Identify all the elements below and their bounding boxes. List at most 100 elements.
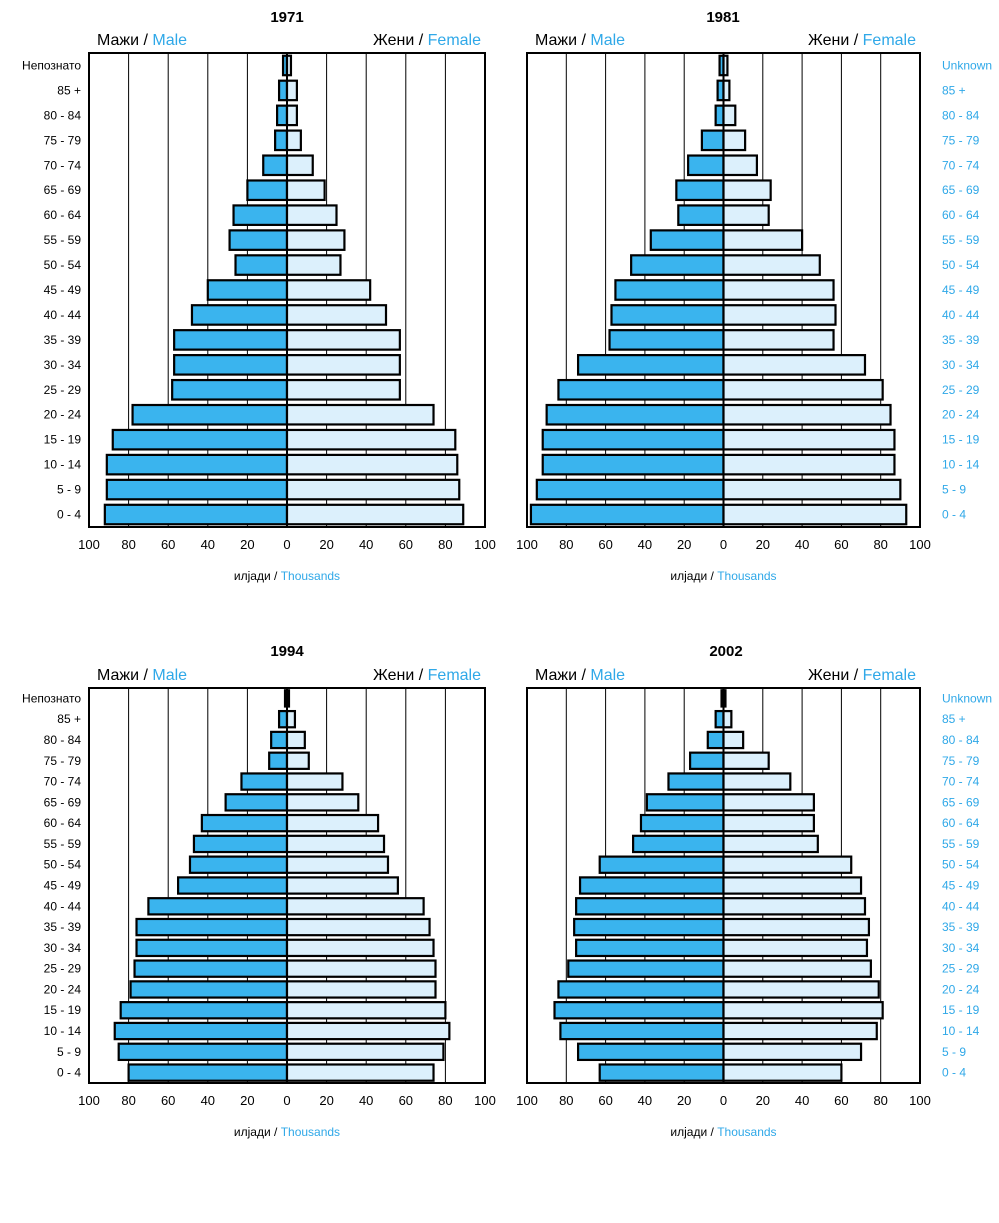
bar-male [177,876,289,895]
bar-male [649,229,725,251]
bar-male [206,279,289,301]
bar-male [133,959,289,978]
bar-female [285,1001,447,1020]
age-group-label: 30 - 34 [44,941,82,955]
bar-male [535,478,725,501]
bar-male [228,229,289,251]
bar-male [262,154,289,177]
bar-male [667,772,725,791]
x-tick-label: 100 [474,537,496,552]
age-group-label: Непознато [22,691,81,705]
age-group-label-en: 55 - 59 [942,837,980,851]
x-tick-label: 40 [638,1093,652,1108]
male-header: Мажи / Male [535,667,625,684]
bar-female [722,503,908,526]
age-group-label-en: 65 - 69 [942,795,980,809]
age-group-label: 50 - 54 [44,858,82,872]
age-group-label: 80 - 84 [44,733,82,747]
age-group-label-en: 75 - 79 [942,133,980,147]
female-label-mk: Жени [373,32,414,49]
bar-male [706,730,725,750]
bar-female [285,938,435,958]
bar-male [117,1042,289,1062]
x-tick-label: 60 [399,1093,413,1108]
x-tick-label: 100 [474,1093,496,1108]
bar-male [687,154,725,177]
bar-male [232,204,289,226]
female-header: Жени / Female [373,32,481,49]
age-group-label-en: 5 - 9 [942,1045,966,1059]
male-label-en: Male [590,667,625,684]
male-label-en: Male [590,32,625,49]
x-tick-label: 100 [909,1093,931,1108]
bar-female [285,980,437,999]
age-group-label-en: 45 - 49 [942,879,980,893]
age-group-label: 10 - 14 [44,1024,82,1038]
x-tick-label: 80 [873,537,887,552]
chart-title: 1994 [270,643,304,660]
x-tick-label: 40 [201,1093,215,1108]
age-group-label-en: 20 - 24 [942,408,980,422]
age-group-label: 80 - 84 [44,108,82,122]
bar-male [573,917,725,937]
age-group-label-en: 65 - 69 [942,183,980,197]
bar-female [722,1042,863,1062]
age-group-label-en: 20 - 24 [942,982,980,996]
bar-male [576,354,725,376]
bar-male [171,378,289,401]
x-tick-label: 0 [720,1093,727,1108]
age-group-label-en: 50 - 54 [942,258,980,272]
bar-female [722,354,867,376]
pyramid-chart-1971: 1971 Мажи / Male Жени / Female Непознато 85 … [22,9,496,583]
bar-male [541,428,725,451]
bar-female [722,980,880,999]
bar-male [188,855,289,874]
age-group-label-en: 80 - 84 [942,108,980,122]
bar-female [722,876,863,895]
bar-female [285,1063,435,1082]
age-group-label: 35 - 39 [44,333,82,347]
age-group-label-en: 70 - 74 [942,775,980,789]
bar-female [285,354,401,376]
x-tick-label: 60 [598,537,612,552]
age-group-label: 20 - 24 [44,408,82,422]
pyramid-chart-2002: 2002 Мажи / Male Жени / Female Unknown 85 + 8… [516,643,992,1139]
bar-female [285,254,342,276]
bar-male [529,503,725,526]
x-tick-label: 60 [598,1093,612,1108]
age-group-label-en: 55 - 59 [942,233,980,247]
male-label-en: Male [152,667,187,684]
age-group-label: 40 - 44 [44,308,82,322]
x-tick-label: 100 [516,537,538,552]
age-group-label-en: 15 - 19 [942,1003,980,1017]
bar-female [285,129,302,152]
age-group-label: 65 - 69 [44,183,82,197]
age-group-label: 60 - 64 [44,816,82,830]
bar-male [598,855,725,874]
label-separator: / [849,667,862,684]
female-header: Жени / Female [808,32,916,49]
age-group-label: 20 - 24 [44,982,82,996]
x-tick-label: 20 [677,1093,691,1108]
age-group-label-en: 50 - 54 [942,858,980,872]
female-label-en: Female [863,667,916,684]
bar-male [119,1001,289,1020]
bar-male [567,959,725,978]
age-group-label: 75 - 79 [44,133,82,147]
bar-female [722,730,745,750]
x-tick-label: 100 [909,537,931,552]
bar-female [722,254,821,276]
bar-female [722,104,737,127]
x-axis-label: илјади / Thousands [234,569,340,583]
bar-male [234,254,289,276]
x-tick-label: 20 [240,537,254,552]
bar-male [103,503,289,526]
age-group-label: 0 - 4 [57,1066,81,1080]
x-tick-label: 0 [283,1093,290,1108]
bar-male [598,1063,725,1082]
age-group-label-en: 45 - 49 [942,283,980,297]
x-tick-label: 80 [438,537,452,552]
bar-female [722,279,835,301]
x-tick-label: 100 [78,1093,100,1108]
